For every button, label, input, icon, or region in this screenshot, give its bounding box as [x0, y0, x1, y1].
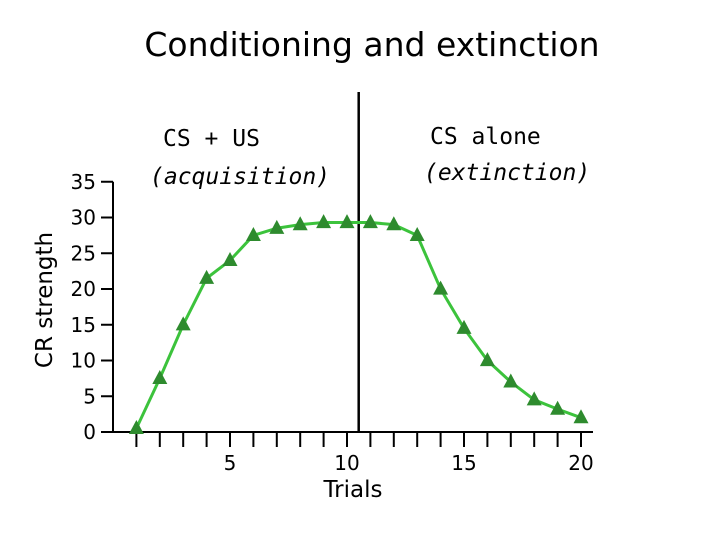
data-point-marker — [503, 373, 519, 388]
y-tick-label: 30 — [71, 206, 96, 230]
data-point-marker — [573, 409, 589, 424]
extinction-sublabel: (extinction) — [424, 160, 590, 186]
y-tick-label: 20 — [71, 277, 96, 301]
y-tick-label: 35 — [71, 170, 96, 194]
data-point-marker — [316, 214, 332, 229]
x-tick-label: 5 — [224, 451, 237, 475]
x-tick-label: 15 — [451, 451, 476, 475]
y-tick-label: 0 — [83, 420, 96, 444]
data-point-marker — [479, 352, 495, 367]
data-point-marker — [245, 226, 261, 241]
y-tick-label: 10 — [71, 349, 96, 373]
series-line — [135, 221, 582, 430]
extinction-label: CS alone — [430, 124, 541, 150]
y-tick-label: 5 — [83, 384, 96, 408]
data-point-marker — [526, 391, 542, 406]
x-tick-label: 10 — [334, 451, 359, 475]
y-tick-label: 25 — [71, 241, 96, 265]
x-axis: 5 10 15 20 — [113, 431, 594, 475]
data-point-marker — [362, 214, 378, 229]
chart-title: Conditioning and extinction — [144, 25, 599, 64]
series-layer — [128, 214, 589, 435]
x-axis-label: Trials — [323, 477, 383, 503]
data-point-marker — [386, 216, 402, 231]
data-point-marker — [456, 319, 472, 334]
data-point-marker — [128, 420, 144, 435]
data-point-marker — [292, 216, 308, 231]
data-point-marker — [175, 316, 191, 331]
data-point-marker — [339, 214, 355, 229]
data-point-marker — [222, 252, 238, 266]
x-tick-label: 20 — [568, 451, 593, 475]
y-tick-label: 15 — [71, 313, 96, 337]
data-point-marker — [550, 400, 566, 415]
y-axis-label: CR strength — [32, 232, 58, 368]
acquisition-label: CS + US — [163, 126, 260, 152]
data-point-marker — [409, 226, 425, 241]
data-point-marker — [433, 280, 449, 295]
data-point-marker — [269, 219, 285, 234]
acquisition-sublabel: (acquisition) — [150, 164, 330, 190]
data-point-marker — [199, 269, 215, 284]
y-axis: 0 5 10 15 20 25 30 35 — [71, 170, 114, 444]
data-point-marker — [152, 369, 168, 384]
